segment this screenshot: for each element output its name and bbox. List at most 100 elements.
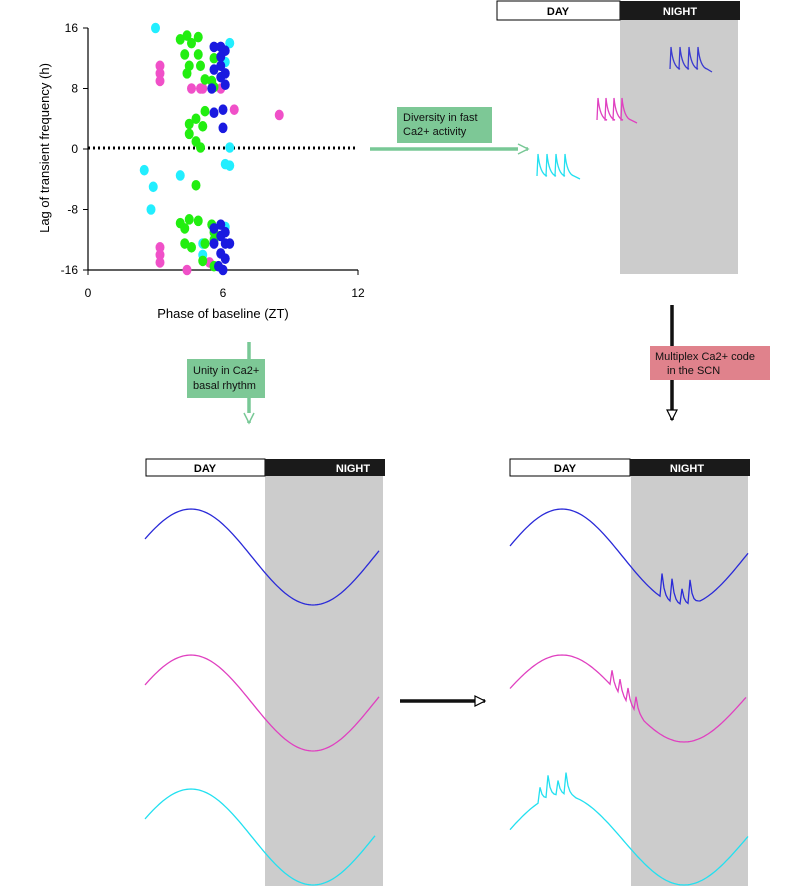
green-data-point [180, 223, 190, 234]
cyan-data-point [151, 22, 160, 34]
green-data-point [184, 118, 194, 130]
blue-data-point [209, 41, 219, 53]
green-data-point [198, 121, 208, 132]
magenta-data-point [155, 242, 165, 253]
y-tick-label: -8 [67, 203, 78, 217]
cyan-spike-trace [536, 153, 581, 180]
night-shading [265, 476, 383, 886]
blue-basal-wave [144, 508, 380, 606]
night-label: NIGHT [663, 6, 698, 18]
bottom-right-panel: DAY NIGHT [509, 458, 750, 886]
cyan-multiplex-wave [509, 772, 749, 886]
green-data-point [184, 128, 194, 140]
blue-data-point [209, 107, 219, 118]
blue-data-point [207, 83, 217, 94]
green-data-point [209, 52, 219, 64]
green-data-point [180, 238, 190, 249]
blue-spike-trace [669, 46, 713, 73]
green-data-point [200, 105, 210, 117]
green-data-point [184, 214, 194, 225]
day-label: DAY [554, 463, 577, 475]
cyan-data-point [146, 204, 156, 215]
magenta-data-point [187, 83, 196, 94]
green-data-point [191, 113, 201, 125]
green-data-point [200, 74, 210, 85]
multiplex-box [650, 346, 770, 380]
magenta-multiplex-wave [509, 654, 747, 743]
cyan-data-point [148, 181, 158, 193]
magenta-data-point [274, 109, 284, 121]
magenta-data-point [155, 60, 165, 72]
multiplex-text-line2: in the SCN [667, 365, 720, 377]
magenta-data-point [155, 249, 165, 261]
y-tick-label: 16 [65, 21, 79, 35]
green-data-point [180, 49, 190, 60]
blue-data-point [218, 264, 228, 276]
night-bar [265, 459, 385, 476]
blue-multiplex-wave [509, 508, 749, 605]
blue-data-point [216, 71, 226, 83]
cyan-data-point [175, 170, 185, 181]
top-right-panel: DAY NIGHT [496, 0, 740, 274]
y-tick-label: -16 [61, 263, 79, 277]
blue-data-point [216, 219, 226, 230]
green-data-point [182, 30, 192, 41]
blue-data-point [209, 238, 219, 249]
green-data-point [175, 34, 185, 45]
blue-data-point [220, 253, 230, 264]
x-tick-label: 0 [85, 286, 92, 300]
day-label: DAY [194, 463, 217, 475]
day-label: DAY [547, 6, 570, 18]
green-data-point [193, 215, 203, 227]
blue-data-point [216, 51, 226, 63]
y-tick-label: 8 [71, 82, 78, 96]
green-data-point [193, 49, 203, 60]
blue-data-point [225, 238, 235, 249]
cyan-data-point [139, 164, 149, 176]
y-tick-label: 0 [71, 142, 78, 156]
blue-data-point [216, 60, 226, 72]
blue-data-point [209, 64, 219, 75]
green-data-point [200, 238, 210, 249]
blue-data-point [220, 79, 230, 91]
unity-arrow: Unity in Ca2+ basal rhythm [187, 342, 265, 425]
diversity-text-line2: Ca2+ activity [403, 126, 467, 138]
unity-box [187, 359, 265, 398]
blue-data-point [218, 122, 228, 134]
y-axis-label: Lag of transient frequency (h) [37, 63, 52, 233]
diversity-text-line1: Diversity in fast [403, 112, 478, 124]
green-data-point [187, 242, 196, 253]
diversity-arrow: Diversity in fast Ca2+ activity [370, 107, 530, 155]
magenta-data-point [155, 75, 165, 87]
unity-text-line1: Unity in Ca2+ [193, 365, 259, 377]
blue-data-point [220, 226, 230, 238]
data-points [139, 22, 284, 276]
unity-text-line2: basal rhythm [193, 380, 256, 392]
green-data-point [182, 68, 192, 79]
axis-ticks: 16 8 0 -8 -16 0 6 12 [61, 21, 365, 300]
magenta-spike-trace [596, 97, 638, 124]
magenta-data-point [229, 104, 239, 115]
blue-data-point [209, 223, 219, 234]
magenta-data-point [155, 68, 165, 79]
night-label: NIGHT [670, 463, 705, 475]
magenta-basal-wave [144, 654, 380, 752]
green-data-point [191, 180, 201, 191]
green-data-point [193, 31, 203, 43]
green-data-point [196, 60, 205, 72]
multiplex-text-line1: Multiplex Ca2+ code [655, 351, 755, 363]
diversity-box [397, 107, 492, 143]
green-data-point [198, 255, 208, 267]
magenta-data-point [182, 264, 192, 276]
magenta-data-point [196, 83, 205, 94]
multiplex-arrow: Multiplex Ca2+ code in the SCN [650, 305, 770, 422]
cyan-data-point [225, 37, 235, 49]
scatter-plot: 16 8 0 -8 -16 0 6 12 Phase of baseline (ZT) Lag… [37, 21, 365, 321]
bottom-left-panel: DAY NIGHT [144, 458, 385, 886]
night-bar [620, 1, 740, 20]
cyan-data-point [225, 160, 235, 171]
night-shading [631, 476, 748, 886]
green-data-point [187, 37, 196, 49]
night-label: NIGHT [336, 463, 371, 475]
